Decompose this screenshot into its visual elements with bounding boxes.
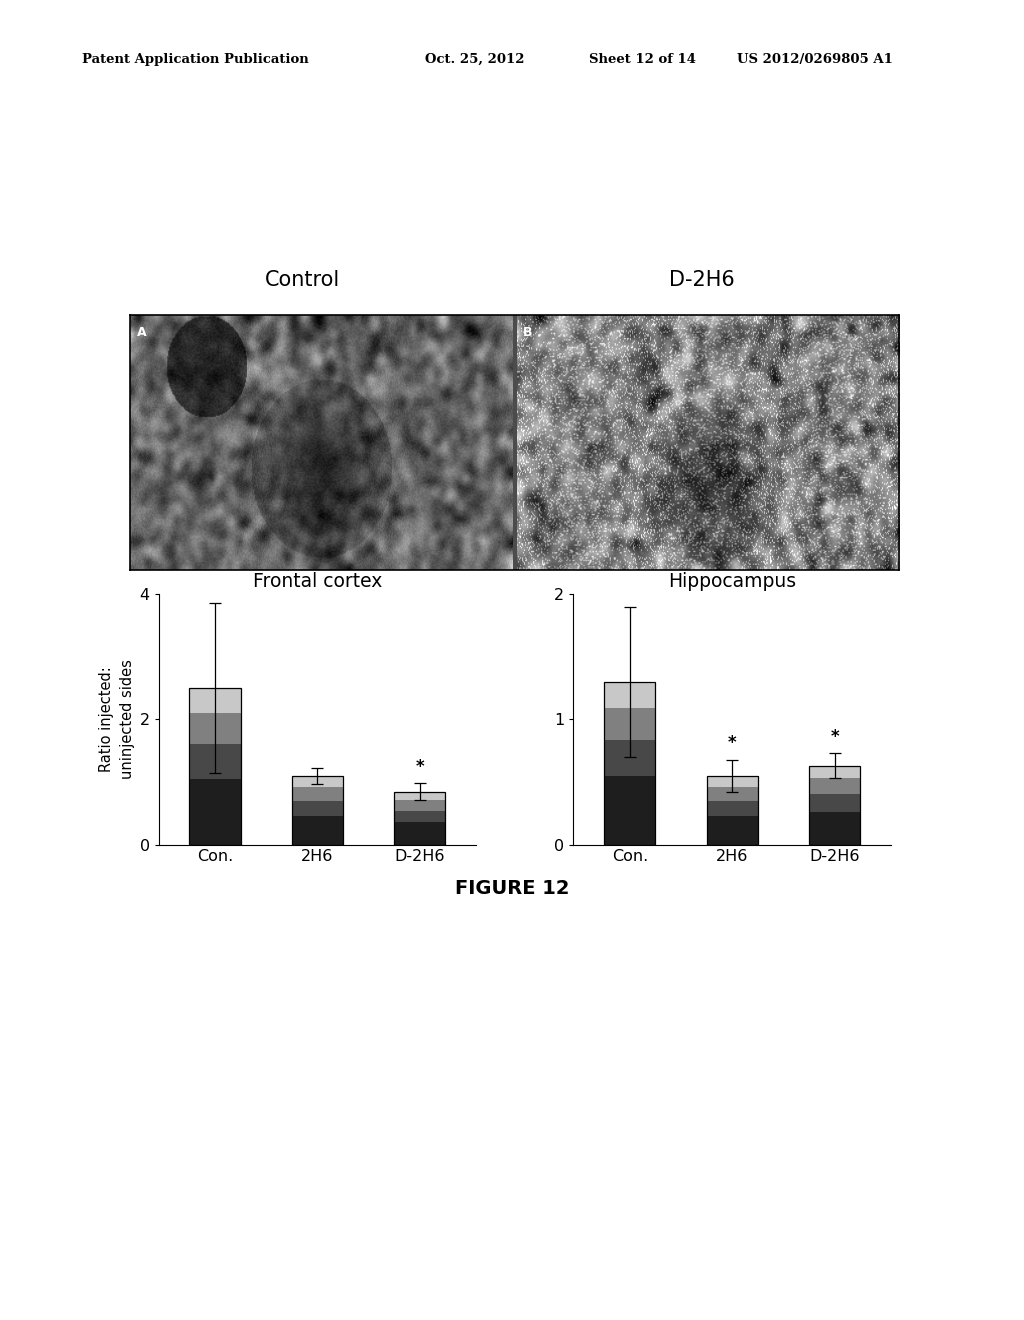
Title: Frontal cortex: Frontal cortex	[253, 572, 382, 591]
Bar	[189, 688, 241, 713]
Text: Control: Control	[264, 271, 340, 290]
Text: D-2H6: D-2H6	[669, 271, 734, 290]
Bar	[604, 708, 655, 741]
Bar	[189, 688, 241, 845]
Bar	[292, 801, 343, 816]
Bar	[809, 766, 860, 845]
Bar	[189, 779, 241, 845]
Bar	[707, 776, 758, 845]
Text: B: B	[523, 326, 532, 339]
Bar	[809, 812, 860, 845]
Text: US 2012/0269805 A1: US 2012/0269805 A1	[737, 53, 893, 66]
Bar	[394, 792, 445, 800]
Text: Patent Application Publication: Patent Application Publication	[82, 53, 308, 66]
Text: Oct. 25, 2012: Oct. 25, 2012	[425, 53, 524, 66]
Bar	[292, 776, 343, 787]
Bar	[707, 801, 758, 816]
Bar	[604, 681, 655, 708]
Bar	[604, 776, 655, 845]
Bar	[604, 741, 655, 776]
Text: A: A	[136, 326, 146, 339]
Bar	[809, 795, 860, 812]
Bar	[292, 816, 343, 845]
Bar	[394, 792, 445, 845]
Bar	[707, 787, 758, 801]
Bar	[707, 776, 758, 787]
Bar	[394, 800, 445, 810]
Bar	[809, 779, 860, 795]
Bar	[394, 822, 445, 845]
Bar	[189, 713, 241, 744]
Text: *: *	[830, 727, 839, 746]
Bar	[292, 787, 343, 801]
Bar	[292, 776, 343, 845]
Y-axis label: Ratio injected:
uninjected sides: Ratio injected: uninjected sides	[99, 660, 135, 779]
Title: Hippocampus: Hippocampus	[668, 572, 797, 591]
Bar	[604, 681, 655, 845]
Bar	[189, 744, 241, 779]
Text: FIGURE 12: FIGURE 12	[455, 879, 569, 898]
Bar	[707, 816, 758, 845]
Text: *: *	[416, 758, 424, 776]
Text: Sheet 12 of 14: Sheet 12 of 14	[589, 53, 695, 66]
Text: *: *	[728, 734, 736, 752]
Bar	[809, 766, 860, 779]
Bar	[394, 810, 445, 822]
